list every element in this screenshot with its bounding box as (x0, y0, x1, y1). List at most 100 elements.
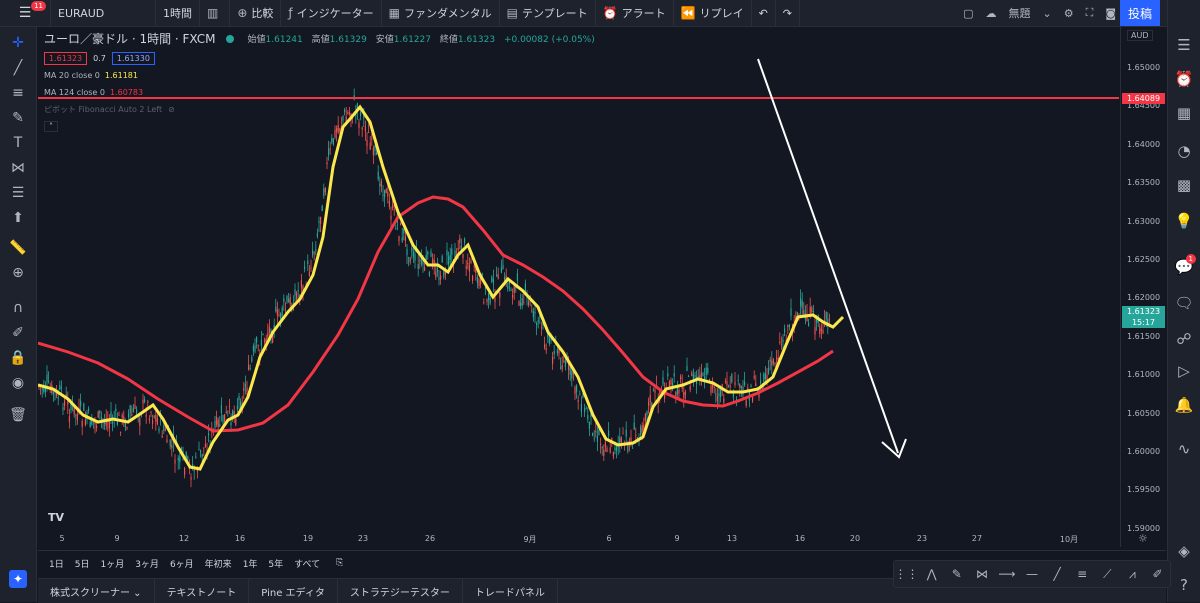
cloud-icon[interactable]: ☁ (985, 6, 997, 20)
layout-name[interactable]: 無題 (1008, 7, 1031, 20)
brush-tool-icon[interactable]: ✎ (951, 567, 962, 581)
price-chart[interactable]: TV (38, 27, 1119, 547)
alerts-icon[interactable]: ⏰ (1174, 70, 1194, 88)
calendar-icon[interactable]: ▩ (1176, 176, 1192, 194)
xabcd-tool-icon[interactable]: ⩘ (1129, 566, 1136, 581)
range-button[interactable]: 年初来 (204, 559, 232, 570)
eye-off-icon[interactable]: ⊘ (168, 105, 175, 114)
fib-tool-icon[interactable]: ≡ (1077, 567, 1088, 581)
fib-legend[interactable]: ピボット Fibonacci Auto 2 Left ⊘ (44, 105, 175, 114)
range-button[interactable]: 1ヶ月 (100, 559, 125, 570)
candle-body (62, 407, 64, 411)
alert-button[interactable]: ⏰ アラート (596, 0, 674, 26)
elliott-tool-icon[interactable]: ⋈ (975, 567, 988, 581)
compare-button[interactable]: ⊕ 比較 (230, 0, 282, 26)
hotlist-icon[interactable]: ◔ (1177, 142, 1191, 160)
fullscreen-icon[interactable]: ⛶ (1085, 6, 1094, 19)
range-button[interactable]: 5日 (74, 559, 90, 570)
candle-body (304, 266, 306, 269)
zoom-in-icon[interactable]: ⊕ (12, 265, 24, 281)
trash-icon[interactable]: 🗑 (9, 407, 27, 423)
app-icon[interactable]: ✦ (0, 570, 36, 588)
messages-icon[interactable]: 🗨 (1174, 294, 1194, 312)
interval-button[interactable]: 1時間 (156, 0, 200, 26)
range-button[interactable]: 1年 (242, 559, 258, 570)
symbol-title[interactable]: ユーロ／豪ドル · 1時間 · FXCM (44, 32, 216, 46)
eye-icon[interactable]: ◉ (11, 375, 25, 391)
fib-icon[interactable]: ☰ (11, 185, 25, 201)
candle-body (798, 314, 800, 316)
pattern-tool-icon[interactable]: ⋀ (926, 567, 937, 581)
chat-icon[interactable]: 💬 1 (1168, 254, 1200, 276)
magnet-icon[interactable]: ∩ (12, 300, 24, 316)
time-tick: 9 (114, 534, 120, 543)
camera-icon[interactable]: ◙ (1105, 6, 1116, 20)
brush-icon[interactable]: ✎ (12, 110, 24, 126)
symbol-search[interactable]: EURAUD (51, 0, 156, 26)
drag-handle-icon[interactable]: ⋮⋮ (894, 567, 919, 581)
crosshair-icon[interactable]: ✛ (12, 35, 24, 51)
data-window-icon[interactable]: ▦ (1176, 104, 1192, 122)
text-icon[interactable]: T (13, 135, 23, 151)
help-icon[interactable]: ? (1180, 576, 1188, 594)
price-axis[interactable]: AUD 1.65000 1.64500 1.64000 1.63500 1.63000 1… (1120, 27, 1167, 571)
redo-button[interactable]: ↷ (776, 0, 801, 26)
menu-button[interactable]: ☰ 11 (0, 0, 51, 26)
fundamentals-button[interactable]: ▦ ファンダメンタル (382, 0, 500, 26)
arrow-up-icon[interactable]: ⬆ (12, 210, 24, 226)
horizontal-lines-icon[interactable]: ≡ (12, 85, 24, 101)
range-button[interactable]: 1日 (49, 559, 64, 570)
axis-settings-icon[interactable]: ☼ (1138, 532, 1148, 545)
pen-tool-icon[interactable]: ✐ (1152, 567, 1163, 581)
bell-icon[interactable]: 🔔 (1174, 396, 1194, 414)
watchlist-icon[interactable]: ☰ (1177, 36, 1191, 54)
line-tool-icon[interactable]: ⟋ (1103, 566, 1112, 581)
ma20-legend[interactable]: MA 20 close 0 1.61181 (44, 71, 138, 80)
currency-label[interactable]: AUD (1127, 30, 1153, 41)
bottom-tab[interactable]: 株式スクリーナー ⌄ (38, 579, 155, 603)
buy-price-box[interactable]: 1.61330 (111, 52, 155, 65)
candle-body (462, 254, 464, 258)
candle-body (539, 314, 541, 318)
plus-circle-icon: ⊕ (237, 6, 248, 20)
collapse-legend-button[interactable]: ˄ (44, 121, 58, 132)
chevron-down-icon[interactable]: ⌄ (1042, 6, 1052, 20)
candle-body (433, 259, 435, 267)
range-button[interactable]: すべて (294, 559, 321, 570)
ruler-icon[interactable]: 📏 (9, 240, 27, 256)
pulse-icon[interactable]: ∿ (1177, 440, 1191, 458)
replay-button[interactable]: ⏪ リプレイ (674, 0, 752, 26)
calendar-goto-icon[interactable]: ⎘ (336, 558, 344, 568)
bottom-tab[interactable]: トレードパネル (463, 579, 558, 603)
candle-body (814, 327, 816, 335)
trend-tool-icon[interactable]: ╱ (1053, 567, 1061, 581)
lock-drawing-icon[interactable]: ✐ (12, 325, 24, 341)
chart-type-button[interactable]: ▥ (200, 0, 231, 26)
lock-icon[interactable]: 🔒 (9, 350, 27, 366)
layout-icon[interactable]: ▢ (963, 6, 974, 20)
post-button[interactable]: 投稿 (1120, 0, 1160, 26)
range-button[interactable]: 3ヶ月 (135, 559, 159, 570)
price-tick: 1.61500 (1127, 331, 1161, 341)
ideas-icon[interactable]: 💡 (1174, 212, 1194, 230)
layers-icon[interactable]: ◈ (1178, 542, 1190, 560)
gear-icon[interactable]: ⚙ (1063, 6, 1074, 20)
sell-price-box[interactable]: 1.61323 (44, 52, 88, 65)
time-axis[interactable]: 5 9 12 16 19 23 26 9月 6 9 13 16 20 23 27 10月 (38, 530, 1119, 548)
templates-button[interactable]: ▤ テンプレート (500, 0, 596, 26)
range-button[interactable]: 6ヶ月 (169, 559, 194, 570)
hline-tool-icon[interactable]: — (1026, 567, 1039, 581)
ray-tool-icon[interactable]: ⟶ (998, 567, 1016, 581)
bottom-tab[interactable]: テキストノート (155, 579, 250, 603)
trend-line-icon[interactable]: ╱ (13, 60, 23, 76)
bottom-tab[interactable]: Pine エディタ (249, 579, 338, 603)
indicators-button[interactable]: ƒ インジケーター (281, 0, 382, 26)
streams-icon[interactable]: ☍ (1176, 330, 1192, 348)
range-button[interactable]: 5年 (268, 559, 284, 570)
pattern-icon[interactable]: ⋈ (11, 160, 25, 176)
play-icon[interactable]: ▷ (1178, 362, 1190, 380)
candle-body (724, 381, 726, 383)
ma124-legend[interactable]: MA 124 close 0 1.60783 (44, 88, 144, 97)
bottom-tab[interactable]: ストラテジーテスター (338, 579, 463, 603)
undo-button[interactable]: ↶ (752, 0, 776, 26)
